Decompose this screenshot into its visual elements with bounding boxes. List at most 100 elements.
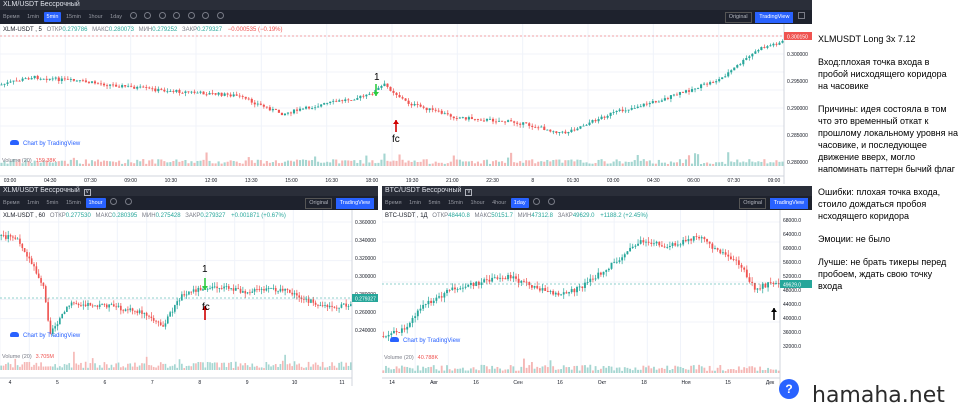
right-interval-5min[interactable]: 5min (428, 200, 441, 206)
volume-bar (387, 367, 390, 373)
candle-body (208, 92, 211, 95)
left-plot-area[interactable]: 0.3600000.3400000.3200000.3000000.280000… (0, 210, 378, 386)
left-interval-1hour[interactable]: 1hour (85, 198, 106, 208)
left-original-button[interactable]: Original (305, 198, 333, 209)
redo-icon[interactable] (216, 12, 224, 19)
top-interval-1min[interactable]: 1min (27, 14, 39, 20)
volume-bar (541, 366, 544, 373)
fullscreen-icon[interactable] (173, 12, 181, 19)
top-interval-15min[interactable]: 15min (65, 14, 81, 20)
candle-body (565, 292, 568, 294)
candle-body (345, 303, 347, 307)
candle-body (684, 239, 687, 242)
screenshot-icon[interactable] (187, 12, 195, 19)
volume-bar (666, 365, 669, 373)
volume-bar (145, 163, 148, 166)
right-tradingview-button[interactable]: TradingView (769, 198, 808, 209)
top-interval-1hour[interactable]: 1hour (88, 14, 103, 20)
chevron-down-icon[interactable]: v (465, 189, 473, 196)
help-button[interactable]: ? (779, 379, 799, 399)
right-symbol: BTC-USDT , 1Д (385, 213, 428, 219)
indicators-icon[interactable] (547, 198, 555, 205)
volume-bar (440, 365, 443, 373)
candle-body (515, 276, 517, 279)
candle-body (549, 129, 552, 132)
right-brand[interactable]: Chart by TradingView (390, 337, 460, 344)
right-original-button[interactable]: Original (739, 198, 767, 209)
volume-bar (371, 160, 374, 166)
right-interval-1hour[interactable]: 1hour (470, 200, 485, 206)
volume-bar (515, 370, 517, 373)
volume-bar (507, 157, 510, 166)
candle-body (350, 304, 352, 307)
undo-icon[interactable] (202, 12, 210, 19)
candle-body (467, 117, 470, 120)
volume-bar (597, 159, 600, 166)
right-interval-4hour[interactable]: 4hour (492, 200, 507, 206)
settings-icon[interactable] (533, 198, 541, 205)
top-interval-time[interactable]: Время (3, 14, 20, 20)
volume-bar (68, 363, 71, 370)
candle-body (262, 104, 265, 107)
volume-bar (217, 161, 220, 166)
compare-icon[interactable] (158, 12, 166, 19)
candle-body (464, 286, 467, 288)
top-original-button[interactable]: Original (724, 12, 752, 23)
candle-body (23, 248, 26, 253)
candle-body (395, 92, 398, 96)
volume-bar (690, 163, 694, 166)
volume-bar (342, 366, 345, 370)
candle-body (211, 286, 214, 289)
volume-bar (178, 161, 181, 166)
top-tradingview-button[interactable]: TradingView (755, 12, 794, 23)
candle-body (488, 279, 491, 282)
candle-body (143, 312, 146, 314)
top-brand[interactable]: Chart by TradingView (10, 140, 80, 147)
indicators-icon[interactable] (124, 198, 132, 205)
volume-bar (739, 162, 742, 166)
volume-bar (160, 159, 163, 166)
candle-body (425, 107, 428, 111)
top-interval-1day[interactable]: 1day (110, 14, 123, 20)
volume-bar (311, 160, 314, 166)
volume-bar (599, 368, 602, 373)
volume-bar (347, 160, 350, 166)
right-interval-time[interactable]: Время (385, 200, 402, 206)
left-high: 0.280395 (112, 213, 138, 219)
right-interval-15min[interactable]: 15min (447, 200, 463, 206)
candle-body (428, 108, 431, 111)
chevron-down-icon[interactable]: v (83, 189, 91, 196)
candle-body (251, 291, 254, 293)
left-interval-1min[interactable]: 1min (27, 200, 39, 206)
candle-body (220, 288, 223, 289)
right-interval-1min[interactable]: 1min (409, 200, 421, 206)
settings-icon[interactable] (129, 12, 137, 19)
left-tradingview-button[interactable]: TradingView (335, 198, 374, 209)
top-panel-title: XLM/USDT Бессрочный (0, 0, 812, 10)
candle-body (109, 84, 112, 86)
volume-bar (241, 163, 244, 166)
right-interval-1day[interactable]: 1day (510, 198, 529, 208)
volume-bar (748, 159, 751, 166)
left-brand[interactable]: Chart by TradingView (10, 332, 80, 339)
left-interval-15min[interactable]: 15min (65, 200, 81, 206)
top-plot-area[interactable]: 0.300000 0.295000 0.290000 0.285000 0.280000… (0, 24, 812, 184)
volume-bar (422, 159, 425, 166)
candle-body (621, 257, 624, 261)
expand-icon[interactable] (798, 12, 805, 19)
top-interval-5min[interactable]: 5min (43, 12, 62, 22)
price-tick-label: 0.340000 (355, 238, 376, 244)
volume-bar (621, 163, 624, 166)
annotation-arrowhead (202, 306, 208, 310)
left-interval-5min[interactable]: 5min (46, 200, 59, 206)
volume-bar (676, 366, 679, 373)
left-interval-time[interactable]: Время (3, 200, 20, 206)
volume-bar (715, 162, 718, 166)
volume-bar (499, 368, 502, 373)
volume-bar (331, 362, 333, 370)
volume-bar (458, 159, 461, 166)
right-plot-area[interactable]: 68000.0 64000.0 60000.0 56000.0 52000.0 48000… (382, 210, 812, 386)
settings-icon[interactable] (110, 198, 118, 205)
time-tick-label: 03:00 (607, 178, 620, 184)
indicators-icon[interactable] (144, 12, 152, 19)
